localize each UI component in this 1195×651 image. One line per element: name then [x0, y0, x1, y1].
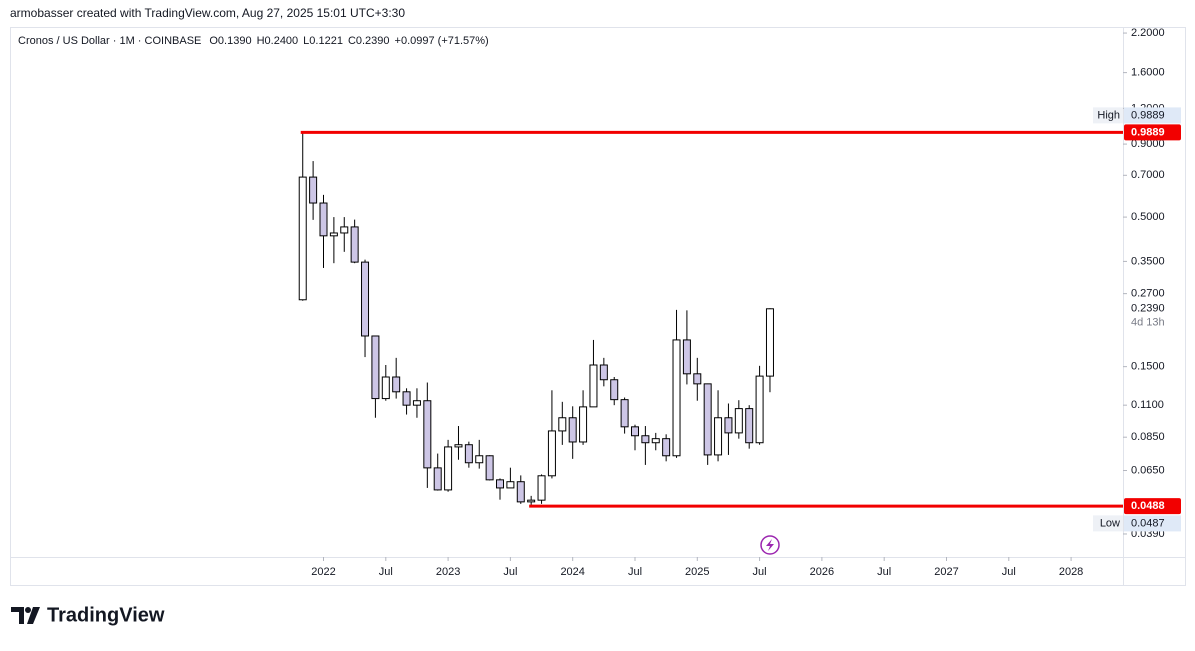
price-tag	[1124, 124, 1181, 141]
candle-body	[651, 438, 660, 444]
candle-body	[672, 339, 681, 457]
candle-body	[412, 400, 421, 406]
extreme-label: Low	[1100, 517, 1120, 529]
candle-body	[589, 364, 598, 408]
ohlc-value: H0.2400	[257, 35, 299, 47]
candle-body	[371, 335, 380, 400]
x-tick-label: 2026	[810, 566, 834, 578]
y-tick-label: 0.0850	[1131, 431, 1165, 443]
candle-body	[340, 226, 349, 234]
label-box	[1093, 107, 1123, 124]
candle-body	[527, 499, 536, 503]
candle-body	[329, 232, 338, 237]
candle-body	[755, 375, 764, 444]
ohlc-value: O0.1390	[209, 35, 251, 47]
ohlc-legend: Cronos / US Dollar · 1M · COINBASE O0.139…	[18, 35, 489, 47]
ohlc-value: +0.0997 (+71.57%)	[395, 35, 489, 47]
candle-body	[599, 364, 608, 381]
candle-body	[630, 426, 639, 437]
x-tick-label: 2027	[934, 566, 958, 578]
last-price-label: 0.2390	[1131, 303, 1165, 315]
x-tick-label: Jul	[1002, 566, 1016, 578]
x-tick-label: Jul	[628, 566, 642, 578]
candle-body	[361, 261, 370, 337]
y-tick-label: 0.0650	[1131, 464, 1165, 476]
candle-body	[381, 376, 390, 400]
ohlc-value: C0.2390	[348, 35, 390, 47]
candle-body	[547, 430, 556, 477]
candle-body	[641, 435, 650, 444]
candle-body	[485, 455, 494, 481]
candle-body	[350, 226, 359, 263]
candle-body	[662, 438, 671, 457]
candle-body	[693, 373, 702, 385]
candle-body	[579, 406, 588, 443]
x-tick-label: Jul	[753, 566, 767, 578]
extreme-value: 0.0487	[1131, 517, 1165, 529]
y-tick-label: 0.7000	[1131, 169, 1165, 181]
value-box	[1124, 515, 1181, 532]
brand-name: TradingView	[47, 604, 165, 626]
x-tick-label: Jul	[877, 566, 891, 578]
candle-body	[537, 475, 546, 501]
y-tick-label: 0.1500	[1131, 361, 1165, 373]
x-tick-label: Jul	[379, 566, 393, 578]
candle-body	[745, 408, 754, 444]
chart-frame	[10, 27, 1186, 586]
brand-logo: TradingView	[11, 604, 165, 626]
candle-body	[298, 176, 307, 301]
extreme-value: 0.9889	[1131, 109, 1165, 121]
x-tick-label: Jul	[503, 566, 517, 578]
countdown: 4d 13h	[1131, 317, 1165, 329]
x-tick-label: 2022	[311, 566, 335, 578]
candle-body	[568, 417, 577, 443]
x-tick-label: 2028	[1059, 566, 1083, 578]
candle-body	[309, 176, 318, 204]
price-tag	[1124, 498, 1181, 515]
x-tick-label: 2024	[560, 566, 584, 578]
candle-body	[714, 417, 723, 456]
value-box	[1124, 107, 1181, 124]
candle-body	[464, 444, 473, 464]
y-tick-label: 0.5000	[1131, 211, 1165, 223]
candle-body	[516, 481, 525, 503]
price-tag-label: 0.9889	[1131, 126, 1165, 138]
event-icon[interactable]	[760, 535, 780, 555]
candle-body	[454, 444, 463, 448]
y-tick-label: 2.2000	[1131, 27, 1165, 39]
candle-body	[506, 481, 515, 489]
y-tick-label: 0.9000	[1131, 138, 1165, 150]
candle-body	[475, 455, 484, 464]
y-tick-label: 1.6000	[1131, 67, 1165, 79]
candle-body	[682, 339, 691, 375]
candle-body	[620, 399, 629, 428]
extreme-label: High	[1097, 109, 1120, 121]
candle-body	[734, 408, 743, 434]
candle-body	[703, 383, 712, 456]
candle-body	[496, 479, 505, 489]
candle-body	[444, 446, 453, 491]
candle-body	[724, 417, 733, 434]
candle-body	[423, 400, 432, 469]
candle-body	[558, 417, 567, 432]
candle-body	[392, 376, 401, 393]
candle-body	[610, 379, 619, 401]
chart-title: Cronos / US Dollar · 1M · COINBASE	[18, 35, 201, 47]
y-tick-label: 0.2700	[1131, 288, 1165, 300]
y-tick-label: 0.1100	[1131, 399, 1164, 411]
x-tick-label: 2025	[685, 566, 709, 578]
attribution: armobasser created with TradingView.com,…	[10, 6, 405, 20]
price-tag-label: 0.0488	[1131, 500, 1165, 512]
candle-body	[319, 202, 328, 237]
ohlc-value: L0.1221	[303, 35, 343, 47]
label-box	[1093, 515, 1123, 532]
candle-body	[433, 467, 442, 491]
candle-body	[765, 308, 774, 377]
x-tick-label: 2023	[436, 566, 460, 578]
candle-body	[402, 391, 411, 406]
y-tick-label: 0.3500	[1131, 255, 1165, 267]
